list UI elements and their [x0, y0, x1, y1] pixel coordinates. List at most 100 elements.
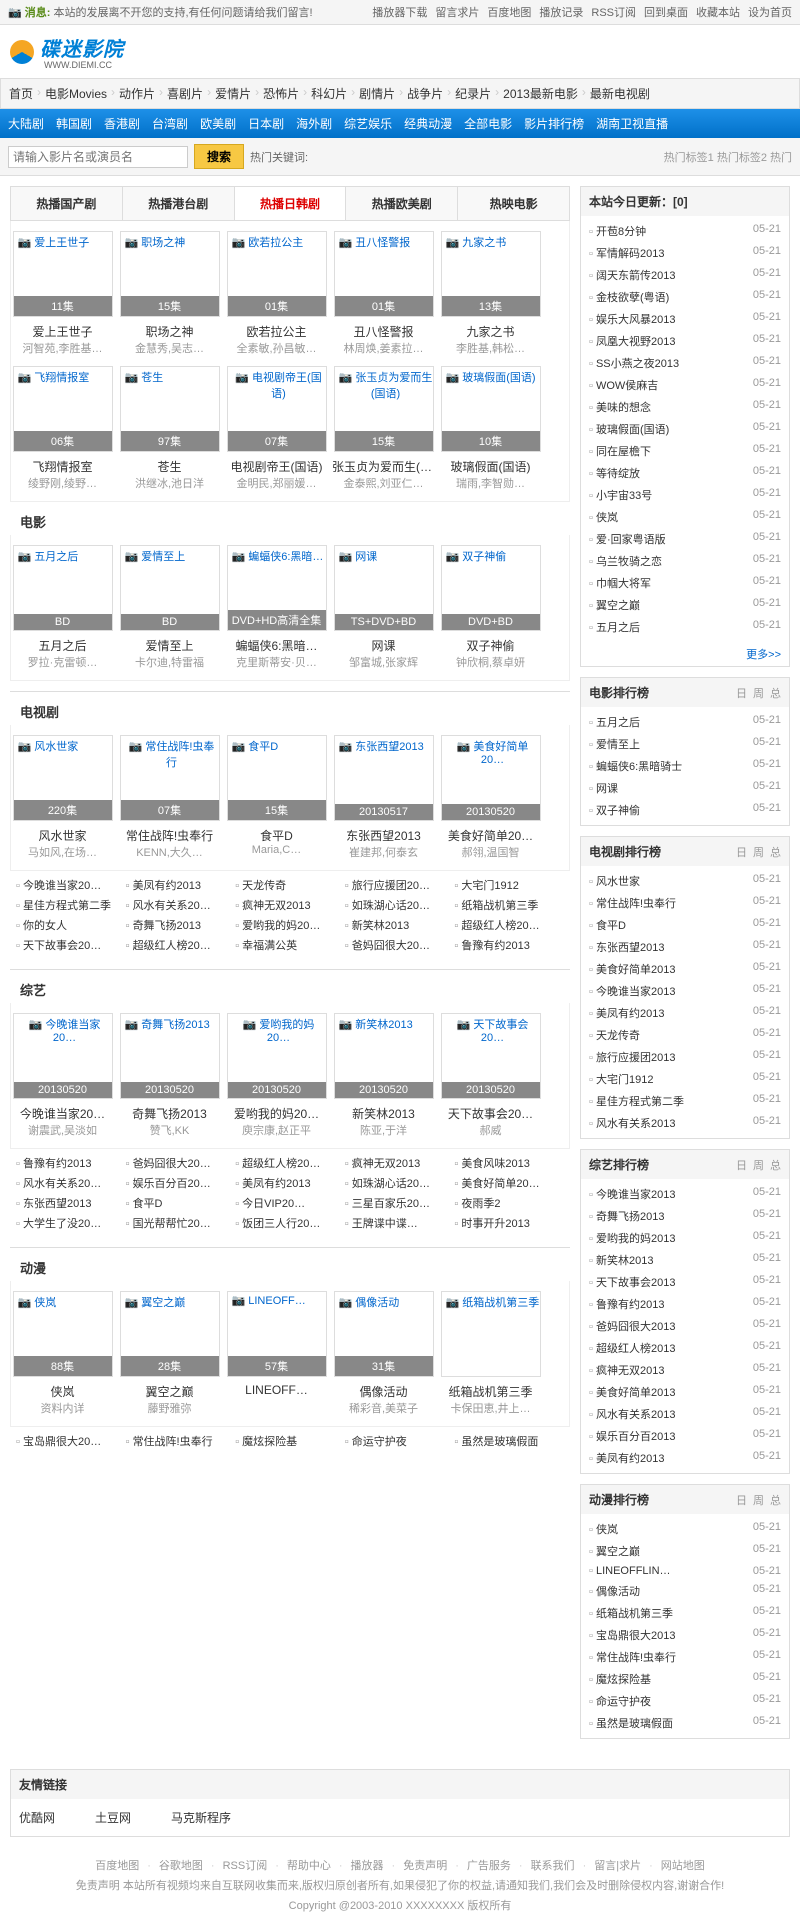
video-name[interactable]: 飞翔情报室	[11, 458, 114, 475]
rank-item[interactable]: 鲁豫有约201305-21	[589, 1293, 781, 1315]
subnav-item[interactable]: 台湾剧	[152, 115, 188, 132]
nav-item[interactable]: 最新电视剧	[590, 85, 650, 102]
text-list-item[interactable]: 风水有关系20…	[126, 897, 236, 913]
rank-item[interactable]: 天下故事会201305-21	[589, 1271, 781, 1293]
topbar-link[interactable]: 收藏本站	[696, 4, 740, 20]
video-item[interactable]: 📷 LINEOFF…57集LINEOFF…	[225, 1291, 328, 1416]
featured-tab[interactable]: 热播欧美剧	[346, 187, 458, 220]
rank-item[interactable]: 虽然是玻璃假面05-21	[589, 1712, 781, 1734]
update-item[interactable]: 乌兰牧骑之恋05-21	[589, 550, 781, 572]
nav-item[interactable]: 纪录片	[455, 85, 491, 102]
subnav-item[interactable]: 香港剧	[104, 115, 140, 132]
update-item[interactable]: 凤凰大视野201305-21	[589, 330, 781, 352]
footer-link[interactable]: 联系我们	[531, 1857, 575, 1877]
text-list-item[interactable]: 常住战阵!虫奉行	[126, 1433, 236, 1449]
friend-link[interactable]: 土豆网	[95, 1809, 131, 1826]
video-name[interactable]: 蝙蝠侠6:黑暗…	[225, 637, 328, 654]
footer-link[interactable]: 留言|求片	[594, 1857, 641, 1877]
friend-link[interactable]: 优酷网	[19, 1809, 55, 1826]
text-list-item[interactable]: 大学生了没20…	[16, 1215, 126, 1231]
nav-item[interactable]: 剧情片	[359, 85, 395, 102]
update-item[interactable]: 娱乐大风暴201305-21	[589, 308, 781, 330]
rank-item[interactable]: 超级红人榜201305-21	[589, 1337, 781, 1359]
nav-item[interactable]: 战争片	[407, 85, 443, 102]
video-name[interactable]: 奇舞飞扬2013	[118, 1105, 221, 1122]
video-item[interactable]: 📷 爱上王世子11集爱上王世子河智苑,李胜基…	[11, 231, 114, 356]
update-item[interactable]: 爱·回家粤语版05-21	[589, 528, 781, 550]
subnav-item[interactable]: 影片排行榜	[524, 115, 584, 132]
footer-link[interactable]: 帮助中心	[287, 1857, 331, 1877]
rank-item[interactable]: 双子神偷05-21	[589, 799, 781, 821]
video-item[interactable]: 📷 爱哟我的妈20…20130520爱哟我的妈20…庾宗康,赵正平	[225, 1013, 328, 1138]
update-item[interactable]: 小宇宙33号05-21	[589, 484, 781, 506]
video-name[interactable]: 九家之书	[439, 323, 542, 340]
rank-item[interactable]: 今晚谁当家201305-21	[589, 980, 781, 1002]
rank-tab[interactable]: 总	[770, 844, 781, 860]
rank-item[interactable]: 风水有关系201305-21	[589, 1112, 781, 1134]
rank-item[interactable]: 奇舞飞扬201305-21	[589, 1205, 781, 1227]
text-list-item[interactable]: 今晚谁当家20…	[16, 877, 126, 893]
video-name[interactable]: 网课	[332, 637, 435, 654]
video-item[interactable]: 📷 东张西望201320130517东张西望2013崔建邦,何泰玄	[332, 735, 435, 860]
update-item[interactable]: 军情解码201305-21	[589, 242, 781, 264]
text-list-item[interactable]: 风水有关系20…	[16, 1175, 126, 1191]
update-item[interactable]: 巾帼大将军05-21	[589, 572, 781, 594]
rank-item[interactable]: 美凤有约201305-21	[589, 1447, 781, 1469]
text-list-item[interactable]: 王牌谍中谍…	[345, 1215, 455, 1231]
rank-tab[interactable]: 日	[736, 1157, 747, 1173]
subnav-item[interactable]: 湖南卫视直播	[596, 115, 668, 132]
rank-item[interactable]: 常住战阵!虫奉行05-21	[589, 1646, 781, 1668]
rank-item[interactable]: 星佳方程式第二季05-21	[589, 1090, 781, 1112]
video-item[interactable]: 📷 常住战阵!虫奉行07集常住战阵!虫奉行KENN,大久…	[118, 735, 221, 860]
text-list-item[interactable]: 美凤有约2013	[126, 877, 236, 893]
video-item[interactable]: 📷 翼空之巅28集翼空之巅藤野雅弥	[118, 1291, 221, 1416]
video-item[interactable]: 📷 五月之后BD五月之后罗拉·克雷顿…	[11, 545, 114, 670]
search-button[interactable]: 搜索	[194, 144, 244, 169]
featured-tab[interactable]: 热映电影	[458, 187, 569, 220]
video-item[interactable]: 📷 蝙蝠侠6:黑暗…DVD+HD高清全集蝙蝠侠6:黑暗…克里斯蒂安·贝…	[225, 545, 328, 670]
rank-item[interactable]: 命运守护夜05-21	[589, 1690, 781, 1712]
rank-item[interactable]: 美食好简单201305-21	[589, 1381, 781, 1403]
rank-item[interactable]: 天龙传奇05-21	[589, 1024, 781, 1046]
update-item[interactable]: 五月之后05-21	[589, 616, 781, 638]
rank-item[interactable]: 娱乐百分百201305-21	[589, 1425, 781, 1447]
text-list-item[interactable]: 爸妈囧很大20…	[345, 937, 455, 953]
rank-item[interactable]: 爸妈囧很大201305-21	[589, 1315, 781, 1337]
text-list-item[interactable]: 你的女人	[16, 917, 126, 933]
hot-tags[interactable]: 热门标签1 热门标签2 热门	[664, 149, 792, 165]
update-more[interactable]: 更多>>	[581, 642, 789, 666]
rank-tab[interactable]: 周	[753, 1492, 764, 1508]
rank-item[interactable]: 爱情至上05-21	[589, 733, 781, 755]
text-list-item[interactable]: 天下故事会20…	[16, 937, 126, 953]
rank-item[interactable]: 网课05-21	[589, 777, 781, 799]
rank-tab[interactable]: 周	[753, 844, 764, 860]
video-name[interactable]: 风水世家	[11, 827, 114, 844]
video-item[interactable]: 📷 张玉贞为爱而生(国语)15集张玉贞为爱而生(国语)金泰熙,刘亚仁…	[332, 366, 435, 491]
subnav-item[interactable]: 欧美剧	[200, 115, 236, 132]
rank-item[interactable]: 宝岛鼎很大201305-21	[589, 1624, 781, 1646]
rank-item[interactable]: 疯神无双201305-21	[589, 1359, 781, 1381]
rank-tab[interactable]: 周	[753, 1157, 764, 1173]
rank-tab[interactable]: 日	[736, 844, 747, 860]
video-name[interactable]: 欧若拉公主	[225, 323, 328, 340]
text-list-item[interactable]: 食平D	[126, 1195, 236, 1211]
video-item[interactable]: 📷 丑八怪警报01集丑八怪警报林周焕,姜素拉…	[332, 231, 435, 356]
video-item[interactable]: 📷 新笑林201320130520新笑林2013陈亚,于洋	[332, 1013, 435, 1138]
text-list-item[interactable]: 宝岛鼎很大20…	[16, 1433, 126, 1449]
video-item[interactable]: 📷 电视剧帝王(国语)07集电视剧帝王(国语)金明民,郑丽媛…	[225, 366, 328, 491]
rank-item[interactable]: 美食好简单201305-21	[589, 958, 781, 980]
video-name[interactable]: 今晚谁当家20…	[11, 1105, 114, 1122]
friend-link[interactable]: 马克斯程序	[171, 1809, 231, 1826]
update-item[interactable]: 侠岚05-21	[589, 506, 781, 528]
video-item[interactable]: 📷 玻璃假面(国语)10集玻璃假面(国语)瑞雨,李智勋…	[439, 366, 542, 491]
text-list-item[interactable]: 超级红人榜20…	[454, 917, 564, 933]
text-list-item[interactable]: 星佳方程式第二季	[16, 897, 126, 913]
text-list-item[interactable]: 饭团三人行20…	[235, 1215, 345, 1231]
text-list-item[interactable]: 如珠湖心话20…	[345, 1175, 455, 1191]
footer-link[interactable]: 谷歌地图	[159, 1857, 203, 1877]
rank-item[interactable]: 常住战阵!虫奉行05-21	[589, 892, 781, 914]
video-item[interactable]: 📷 飞翔情报室06集飞翔情报室绫野刚,绫野…	[11, 366, 114, 491]
video-name[interactable]: 电视剧帝王(国语)	[225, 458, 328, 475]
rank-item[interactable]: 风水世家05-21	[589, 870, 781, 892]
video-name[interactable]: 苍生	[118, 458, 221, 475]
